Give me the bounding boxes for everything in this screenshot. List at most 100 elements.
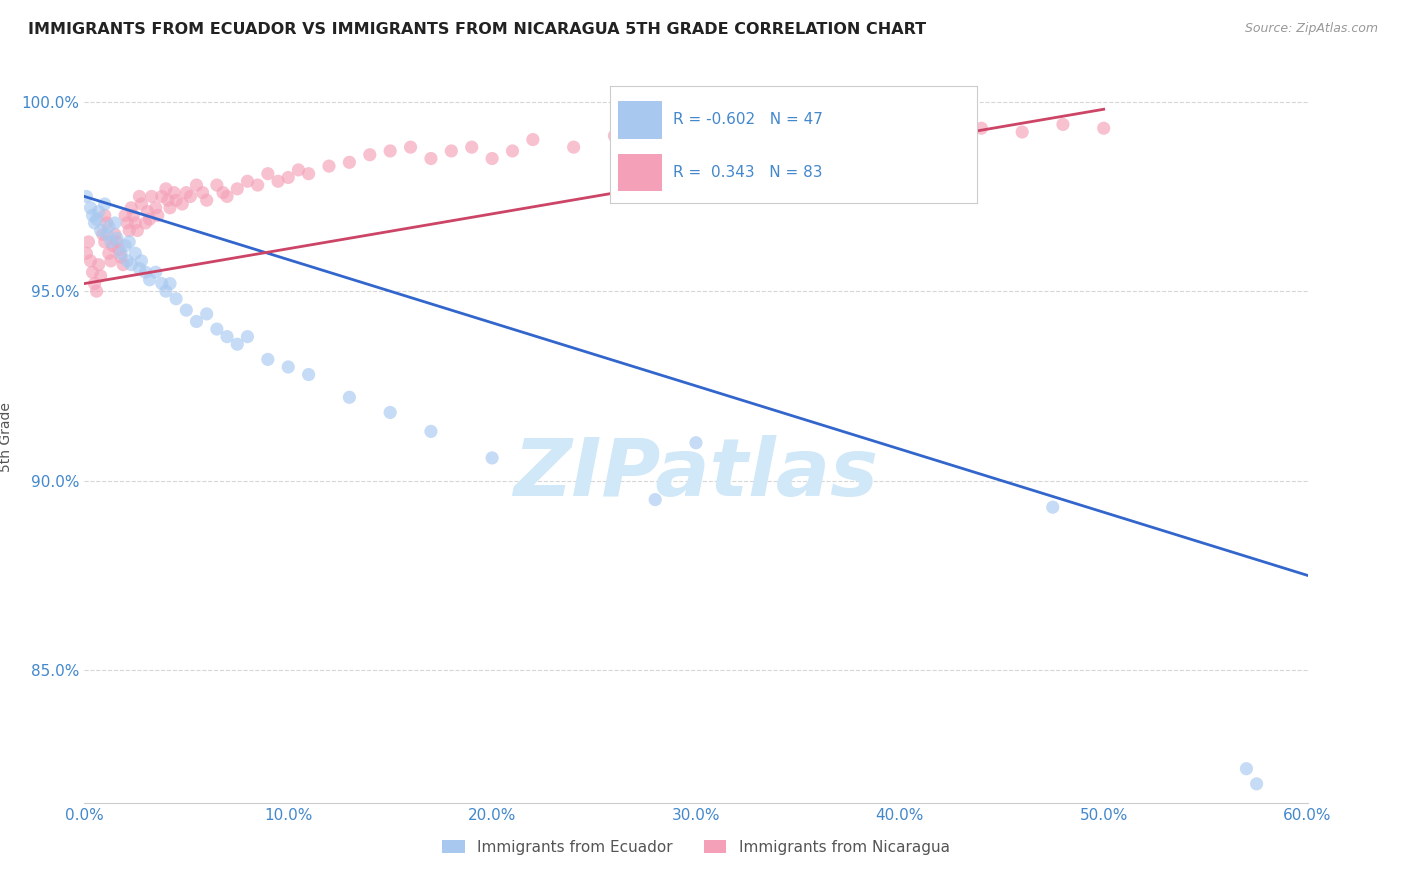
Point: [191, 186, 214, 200]
Point: [122, 208, 145, 222]
Point: [131, 197, 153, 211]
Point: [217, 329, 239, 343]
Point: [481, 152, 503, 166]
Point: [120, 201, 142, 215]
Point: [380, 144, 402, 158]
Point: [1011, 125, 1033, 139]
Point: [75, 189, 97, 203]
Point: [257, 167, 280, 181]
Point: [118, 223, 141, 237]
Point: [205, 178, 228, 192]
Point: [522, 132, 544, 146]
Point: [150, 189, 173, 203]
Point: [145, 201, 167, 215]
Point: [93, 197, 115, 211]
Point: [156, 193, 179, 207]
Point: [226, 182, 249, 196]
Point: [1092, 121, 1115, 136]
Point: [87, 258, 110, 272]
Point: [118, 235, 141, 249]
Point: [135, 265, 157, 279]
Point: [75, 246, 97, 260]
Point: [644, 492, 666, 507]
Point: [562, 140, 585, 154]
Point: [97, 246, 120, 260]
Point: [100, 235, 122, 249]
Point: [889, 125, 911, 139]
Point: [127, 223, 149, 237]
Point: [420, 152, 443, 166]
Point: [155, 182, 177, 196]
Legend: Immigrants from Ecuador, Immigrants from Nicaragua: Immigrants from Ecuador, Immigrants from…: [436, 834, 956, 861]
Point: [90, 268, 112, 283]
Point: [1052, 117, 1074, 131]
Point: [93, 235, 115, 249]
Point: [339, 390, 361, 404]
Point: [124, 216, 146, 230]
Point: [96, 227, 118, 242]
Point: [179, 189, 201, 203]
Point: [82, 265, 104, 279]
Point: [420, 425, 443, 439]
Point: [150, 277, 173, 291]
Point: [848, 121, 870, 136]
Point: [115, 253, 138, 268]
Point: [145, 265, 167, 279]
Point: [82, 208, 104, 222]
Point: [101, 238, 124, 252]
Point: [725, 128, 748, 143]
Point: [267, 174, 290, 188]
Point: [159, 277, 181, 291]
Point: [86, 212, 108, 227]
Point: [440, 144, 463, 158]
Point: [105, 231, 128, 245]
Point: [105, 235, 128, 249]
Point: [172, 197, 194, 211]
Point: [79, 201, 101, 215]
Point: [86, 284, 108, 298]
Point: [277, 170, 299, 185]
Point: [138, 212, 160, 227]
Point: [77, 235, 100, 249]
Point: [195, 307, 218, 321]
Point: [298, 368, 321, 382]
Point: [83, 277, 105, 291]
Point: [136, 204, 159, 219]
Point: [205, 322, 228, 336]
Text: IMMIGRANTS FROM ECUADOR VS IMMIGRANTS FROM NICARAGUA 5TH GRADE CORRELATION CHART: IMMIGRANTS FROM ECUADOR VS IMMIGRANTS FR…: [28, 22, 927, 37]
Point: [104, 227, 127, 242]
Point: [108, 243, 131, 257]
Point: [128, 261, 150, 276]
Point: [1236, 762, 1258, 776]
Point: [112, 258, 135, 272]
Point: [603, 128, 626, 143]
Point: [685, 125, 707, 139]
Point: [115, 216, 138, 230]
Point: [502, 144, 524, 158]
Point: [90, 223, 112, 237]
Point: [104, 216, 127, 230]
Point: [807, 128, 830, 143]
Point: [114, 238, 136, 252]
Point: [217, 189, 239, 203]
Point: [124, 246, 146, 260]
Point: [970, 121, 993, 136]
Point: [131, 253, 153, 268]
Point: [163, 186, 186, 200]
Point: [298, 167, 321, 181]
Point: [226, 337, 249, 351]
Point: [96, 216, 118, 230]
Point: [87, 204, 110, 219]
Point: [236, 329, 259, 343]
Text: Source: ZipAtlas.com: Source: ZipAtlas.com: [1244, 22, 1378, 36]
Point: [287, 162, 309, 177]
Point: [461, 140, 484, 154]
Point: [186, 178, 208, 192]
Point: [339, 155, 361, 169]
Point: [1042, 500, 1064, 515]
Point: [195, 193, 218, 207]
Text: ZIPatlas: ZIPatlas: [513, 434, 879, 513]
Point: [165, 292, 187, 306]
Point: [257, 352, 280, 367]
Point: [929, 117, 952, 131]
